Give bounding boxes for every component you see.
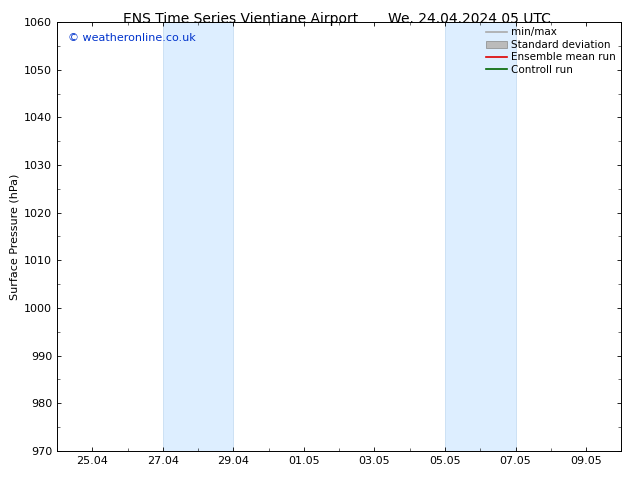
Y-axis label: Surface Pressure (hPa): Surface Pressure (hPa): [10, 173, 20, 299]
Bar: [445, 22, 515, 451]
Text: ENS Time Series Vientiane Airport: ENS Time Series Vientiane Airport: [123, 12, 359, 26]
Text: We. 24.04.2024 05 UTC: We. 24.04.2024 05 UTC: [388, 12, 550, 26]
Bar: [163, 22, 233, 451]
Legend: min/max, Standard deviation, Ensemble mean run, Controll run: min/max, Standard deviation, Ensemble me…: [483, 24, 619, 78]
Text: © weatheronline.co.uk: © weatheronline.co.uk: [68, 33, 196, 43]
